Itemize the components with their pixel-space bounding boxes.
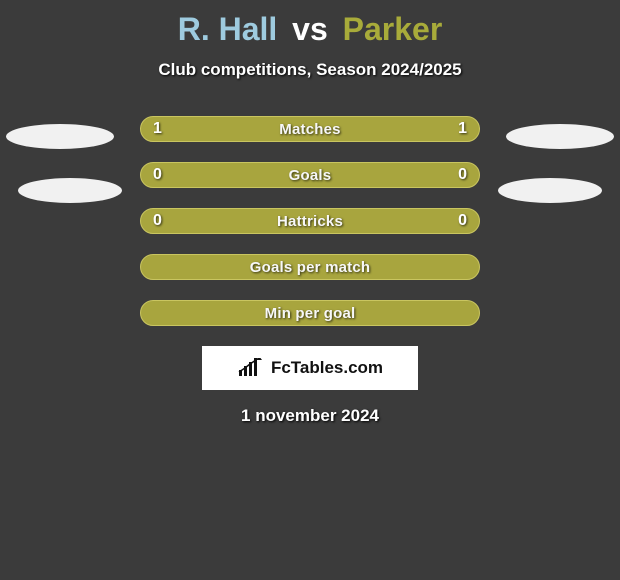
fctables-logo: FcTables.com xyxy=(202,346,418,390)
stat-row-matches: 1 Matches 1 xyxy=(140,116,480,142)
stat-bar: Goals per match xyxy=(140,254,480,280)
stat-bar: Min per goal xyxy=(140,300,480,326)
comparison-stage: 1 Matches 1 0 Goals 0 0 Hattricks 0 Goal… xyxy=(0,116,620,426)
stat-label: Goals xyxy=(289,167,332,184)
stat-row-goals-per-match: Goals per match xyxy=(140,254,480,280)
vs-text: vs xyxy=(292,11,328,47)
stat-label: Hattricks xyxy=(277,213,343,230)
subtitle: Club competitions, Season 2024/2025 xyxy=(0,60,620,80)
stat-value-left: 0 xyxy=(153,163,162,187)
stat-value-left: 1 xyxy=(153,117,162,141)
stat-value-left: 0 xyxy=(153,209,162,233)
stat-value-right: 0 xyxy=(458,163,467,187)
logo-text: FcTables.com xyxy=(271,358,383,378)
stat-row-min-per-goal: Min per goal xyxy=(140,300,480,326)
stat-bar: 1 Matches 1 xyxy=(140,116,480,142)
page-title: R. Hall vs Parker xyxy=(0,0,620,48)
stat-label: Matches xyxy=(279,121,340,138)
player1-name: R. Hall xyxy=(178,11,278,47)
stat-value-right: 1 xyxy=(458,117,467,141)
stat-label: Goals per match xyxy=(250,259,371,276)
stat-bar: 0 Goals 0 xyxy=(140,162,480,188)
bar-chart-icon xyxy=(237,358,265,378)
stat-row-hattricks: 0 Hattricks 0 xyxy=(140,208,480,234)
player2-name: Parker xyxy=(343,11,443,47)
stat-row-goals: 0 Goals 0 xyxy=(140,162,480,188)
footer-date: 1 november 2024 xyxy=(0,406,620,426)
stat-value-right: 0 xyxy=(458,209,467,233)
stat-label: Min per goal xyxy=(265,305,356,322)
stat-bar: 0 Hattricks 0 xyxy=(140,208,480,234)
